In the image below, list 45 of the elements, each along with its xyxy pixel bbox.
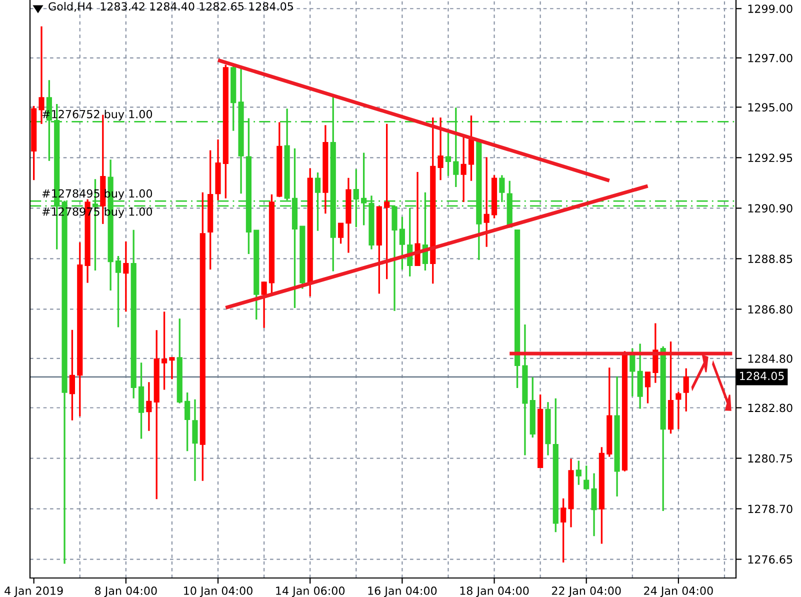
y-tick-label: 1282.80 bbox=[748, 404, 792, 412]
x-tick-label: 16 Jan 04:00 bbox=[368, 586, 437, 597]
candlestick bbox=[644, 371, 651, 404]
x-tick-label: 8 Jan 04:00 bbox=[95, 586, 157, 597]
y-tick-label: 1280.75 bbox=[748, 454, 792, 463]
x-tick-label: 4 Jan 2019 bbox=[4, 586, 63, 597]
x-tick-label: 14 Jan 06:00 bbox=[276, 586, 345, 597]
candlestick bbox=[192, 398, 198, 482]
candlestick bbox=[338, 222, 344, 244]
candlestick bbox=[683, 368, 689, 412]
candlestick bbox=[460, 134, 466, 203]
candlestick bbox=[591, 472, 597, 537]
x-tick-label: 18 Jan 04:00 bbox=[460, 586, 529, 597]
chart-title: Gold,H4 1283.42 1284.40 1282.65 1284.05 bbox=[48, 2, 293, 12]
x-tick-label: 10 Jan 04:00 bbox=[184, 586, 252, 597]
candlestick bbox=[161, 310, 168, 391]
y-tick-label: 1288.85 bbox=[748, 254, 792, 264]
y-tick-label: 1292.95 bbox=[748, 154, 792, 162]
candlestick bbox=[445, 132, 452, 177]
ref-line-label: 1284.05 bbox=[740, 372, 784, 380]
candlestick bbox=[560, 498, 566, 564]
candlestick bbox=[399, 216, 405, 270]
candlestick bbox=[676, 390, 682, 430]
y-tick-label: 1276.65 bbox=[748, 555, 792, 564]
candlestick bbox=[438, 116, 444, 181]
candlestick bbox=[576, 460, 582, 486]
y-tick-label: 1297.00 bbox=[748, 54, 792, 62]
candlestick bbox=[184, 392, 190, 452]
candlestick bbox=[584, 464, 590, 490]
y-tick-label: 1286.80 bbox=[748, 305, 792, 314]
candlestick bbox=[484, 156, 490, 248]
x-tick-label: 22 Jan 04:00 bbox=[552, 586, 621, 597]
candlestick bbox=[146, 381, 152, 432]
x-tick-label: 24 Jan 04:00 bbox=[644, 586, 713, 597]
candlestick bbox=[384, 123, 390, 280]
y-tick-label: 1290.90 bbox=[748, 204, 792, 213]
candlestick bbox=[261, 281, 267, 329]
y-tick-label: 1278.70 bbox=[748, 504, 792, 514]
y-tick-label: 1299.00 bbox=[748, 4, 792, 14]
candlestick bbox=[115, 255, 122, 328]
y-tick-label: 1295.00 bbox=[748, 103, 792, 112]
y-tick-label: 1284.80 bbox=[748, 354, 792, 363]
candlestick bbox=[123, 240, 129, 312]
candlestick bbox=[69, 329, 76, 422]
candlestick bbox=[169, 356, 175, 380]
